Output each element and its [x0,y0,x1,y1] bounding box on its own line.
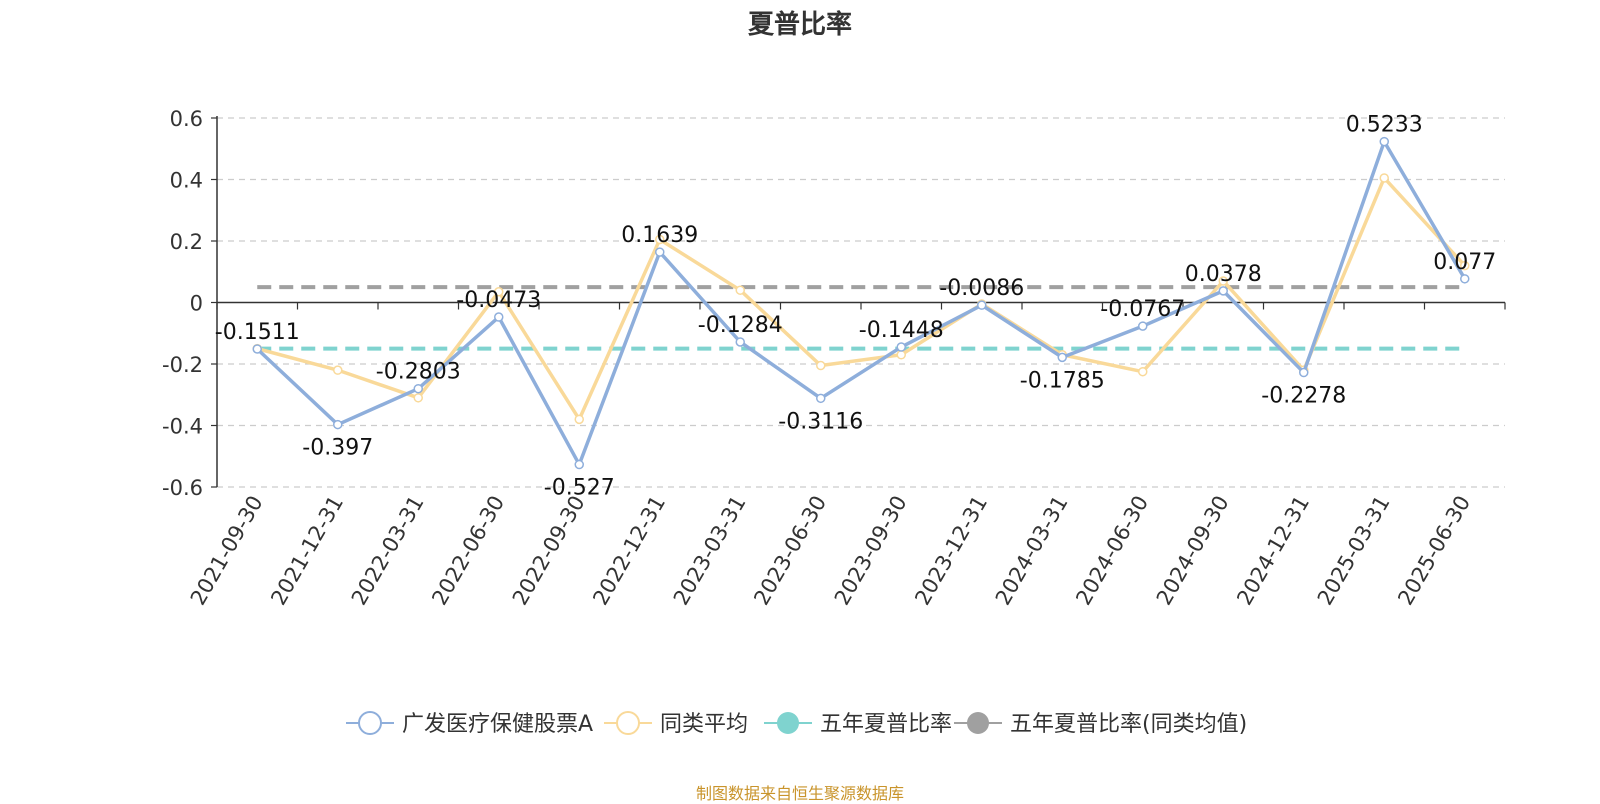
x-tick-label: 2022-06-30 [427,492,509,610]
source-note: 制图数据来自恒生聚源数据库 [695,784,904,803]
legend-marker [777,712,799,734]
data-point[interactable] [494,312,504,322]
legend-marker [616,711,640,735]
y-tick-label: 0.2 [170,230,203,254]
legend-item[interactable]: 五年夏普比率(同类均值) [954,712,1247,737]
data-point[interactable] [816,393,826,404]
x-tick-label: 2024-09-30 [1152,492,1234,610]
x-tick-label: 2023-12-31 [910,492,992,610]
legend-marker [358,711,382,735]
data-label: 0.0378 [1185,262,1262,287]
x-tick-label: 2024-03-31 [991,492,1073,610]
data-point[interactable] [977,300,987,310]
data-point[interactable] [574,459,584,470]
x-tick-label: 2022-03-31 [347,492,429,610]
x-tick-label: 2023-03-31 [669,492,751,610]
data-point[interactable] [816,360,826,371]
data-point[interactable] [1460,274,1470,284]
chart-title: 夏普比率 [747,10,852,40]
data-point[interactable] [333,365,343,375]
data-label: -0.2803 [376,360,461,385]
legend-label: 广发医疗保健股票A [402,712,593,737]
y-tick-label: -0.6 [162,476,203,500]
data-label: -0.3116 [778,409,863,434]
data-point[interactable] [655,247,665,257]
data-label: -0.1448 [859,318,944,343]
data-label: -0.2278 [1261,384,1346,409]
x-tick-label: 2022-12-31 [588,492,670,610]
data-point[interactable] [1057,352,1067,363]
series-line [256,139,1467,467]
data-point[interactable] [1138,321,1148,331]
data-label: -0.527 [544,476,615,501]
data-label: -0.1284 [698,313,783,338]
x-tick-label: 2025-03-31 [1313,492,1395,610]
data-point[interactable] [413,383,423,394]
data-point[interactable] [1379,173,1389,183]
series-line [256,176,1467,422]
data-point[interactable] [494,286,504,297]
x-tick-label: 2025-06-30 [1393,492,1475,610]
x-tick-label: 2021-12-31 [266,492,348,610]
data-label: -0.0086 [939,276,1024,301]
data-point[interactable] [1218,286,1228,296]
data-label: 0.077 [1433,250,1496,275]
data-point[interactable] [1460,260,1470,271]
legend-label: 同类平均 [660,712,748,737]
data-point[interactable] [413,393,423,403]
y-tick-label: -0.4 [162,415,203,439]
data-label: -0.0767 [1100,297,1185,322]
x-tick-label: 2023-09-30 [830,492,912,610]
y-tick-label: 0.4 [170,169,203,193]
y-tick-label: -0.2 [162,353,203,377]
legend-label: 五年夏普比率(同类均值) [1010,712,1247,737]
data-label: 0.1639 [621,223,698,248]
data-point[interactable] [1138,366,1148,377]
data-point[interactable] [896,342,906,352]
data-point[interactable] [1218,276,1228,286]
x-tick-label: 2021-09-30 [186,492,268,610]
y-tick-label: 0.6 [170,107,203,131]
data-point[interactable] [735,337,745,347]
x-tick-label: 2024-12-31 [1232,492,1314,610]
y-tick-label: 0 [190,292,203,316]
data-point[interactable] [333,419,343,430]
data-label: -0.397 [302,436,373,461]
x-tick-label: 2023-06-30 [749,492,831,610]
x-tick-label: 2022-09-30 [508,492,590,610]
data-point[interactable] [896,350,906,360]
legend-item[interactable]: 五年夏普比率 [764,712,952,737]
data-label: -0.1511 [215,320,300,345]
data-label: -0.0473 [456,288,541,313]
data-point[interactable] [735,285,745,295]
data-point[interactable] [1379,136,1389,147]
legend-label: 五年夏普比率 [820,712,952,737]
data-label: 0.5233 [1346,113,1423,138]
legend-marker [967,712,989,734]
data-point[interactable] [1299,367,1309,378]
data-label: -0.1785 [1020,368,1105,393]
data-point[interactable] [655,234,665,245]
legend-item[interactable]: 同类平均 [604,711,748,737]
legend-item[interactable]: 广发医疗保健股票A [346,711,593,737]
data-point[interactable] [252,344,262,354]
x-tick-label: 2024-06-30 [1071,492,1153,610]
data-point[interactable] [574,414,584,425]
